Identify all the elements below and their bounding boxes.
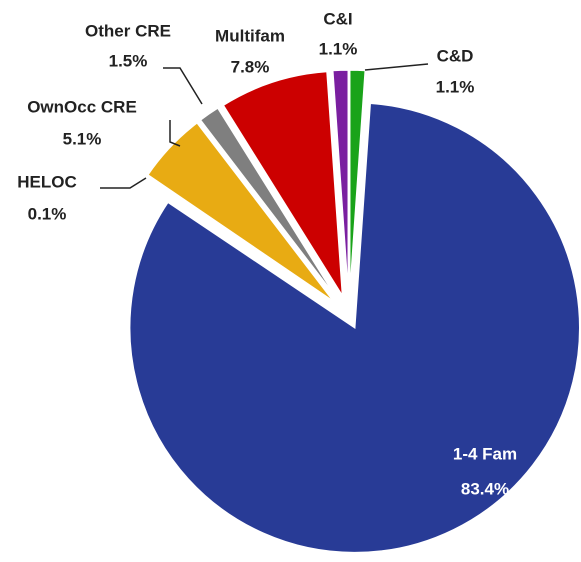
leader-line [169,120,181,147]
slice-label: Other CRE [85,21,171,40]
slice-value-label: 0.1% [28,204,67,223]
leader-line [163,67,203,105]
slice-value-label: 1.1% [319,39,358,58]
pie-slice [199,106,338,300]
pie [128,69,581,554]
pie-slice [222,70,344,297]
slice-label: 1-4 Fam [453,444,517,463]
slice-value-label: 5.1% [63,129,102,148]
pie-slice [146,121,335,303]
pie-slice [128,102,581,554]
pie-slice [331,69,350,296]
slice-label: OwnOcc CRE [27,97,137,116]
labels: C&D 1.1% 1-4 Fam 83.4% HELOC 0.1% OwnOcc CRE 5.… [17,9,517,498]
slice-value-label: 83.4% [461,479,509,498]
slice-value-label: 1.1% [436,77,475,96]
slice-label: Multifam [215,26,285,45]
leader-line [100,177,147,189]
slice-value-label: 7.8% [231,57,270,76]
slice-value-label: 1.5% [109,51,148,70]
slice-label: C&D [437,46,474,65]
slice-label: HELOC [17,172,77,191]
slice-label: C&I [323,9,352,28]
leader-line [364,63,429,71]
